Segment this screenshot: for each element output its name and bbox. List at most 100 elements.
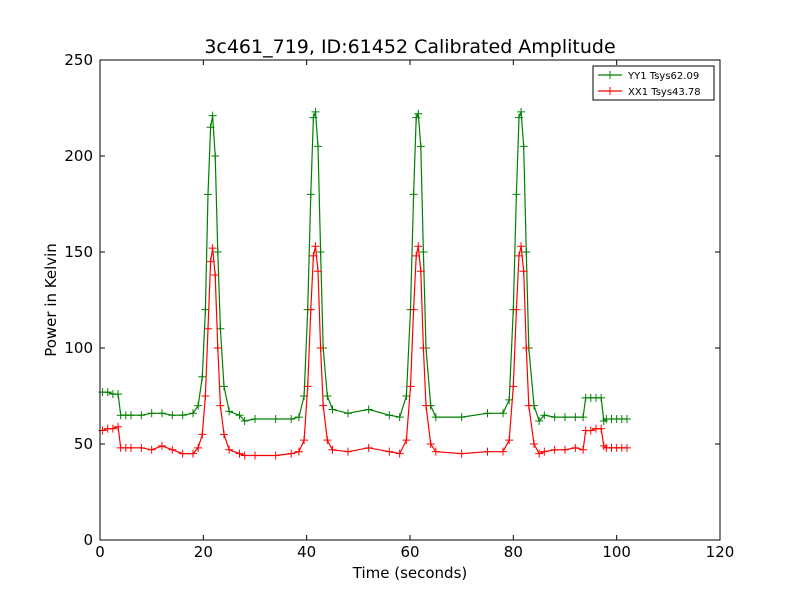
data-point [213,344,222,352]
data-point [216,401,225,410]
series-2 [98,242,631,460]
data-point [522,344,531,352]
data-point [303,382,312,391]
data-point [412,113,421,122]
data-point [499,409,507,418]
data-point [201,392,210,400]
data-point [316,248,325,256]
data-point [137,411,146,420]
data-point [402,436,411,445]
data-point [194,443,203,452]
axis-ticks: 0 20 40 60 80 100 120 0 50 100 150 200 250 [64,51,734,561]
data-point [208,111,217,120]
data-point [311,107,320,116]
data-point [402,392,411,400]
data-point [579,445,588,454]
data-point [522,248,531,256]
data-point [213,248,222,256]
data-point [623,415,631,424]
x-tick-label: 40 [297,543,316,561]
data-point [540,411,549,420]
data-point [535,416,544,425]
data-point [294,447,303,456]
data-point [251,451,259,460]
data-point [579,413,588,422]
data-point [323,392,332,400]
data-point [158,441,166,450]
data-point [211,152,220,160]
data-point [517,242,526,251]
series-2-line [102,246,627,457]
x-tick-label: 20 [194,543,213,561]
data-point [328,405,337,414]
data-point [311,242,320,251]
data-point [509,382,518,391]
data-point [431,413,440,422]
data-point [319,401,328,410]
data-point [550,445,559,454]
data-point [287,415,296,424]
y-tick-label: 0 [83,531,93,549]
data-point [300,436,309,445]
y-axis-label: Power in Kelvin [42,243,60,357]
data-point [623,443,631,452]
data-point [431,447,440,456]
data-point [515,113,524,122]
data-point [225,407,234,416]
data-point [225,445,234,454]
y-tick-label: 100 [64,339,93,357]
data-point [414,242,423,251]
legend-box [592,65,715,101]
data-point [419,344,428,352]
data-point [412,251,421,260]
data-point [211,271,220,280]
data-point [294,413,303,422]
data-point [198,372,207,381]
data-point [198,430,207,439]
data-point [220,382,228,391]
legend-marker-1 [606,71,614,79]
data-point [512,305,521,314]
data-point [235,411,244,420]
data-point [208,244,217,253]
data-point [395,413,404,422]
data-point [457,449,466,458]
data-point [189,409,197,418]
data-point [323,436,332,445]
data-point [240,416,249,425]
data-point [306,305,315,314]
data-point [168,411,177,420]
data-point [409,305,418,314]
data-point [571,443,580,452]
data-point [201,305,210,314]
data-point [271,451,280,460]
legend: YY1 Tsys62.09 XX1 Tsys43.78 [592,65,715,101]
x-tick-label: 80 [504,543,523,561]
data-point [178,449,187,458]
y-tick-label: 250 [64,51,93,69]
data-point [194,401,203,410]
data-point [457,413,466,422]
data-point [235,449,244,458]
data-point [499,447,507,456]
data-point [344,409,352,418]
data-point [561,445,569,454]
data-point [114,390,123,399]
data-point [309,113,318,122]
data-point [240,451,249,460]
legend-label-2: XX1 Tsys43.78 [628,87,701,98]
data-point [147,445,156,454]
data-point [419,248,428,256]
data-point [178,411,187,420]
y-tick-label: 50 [74,435,93,453]
data-point [189,449,197,458]
data-point [571,413,580,422]
data-point [395,449,404,458]
data-point [203,324,212,333]
data-point [422,401,431,410]
data-point [203,190,212,199]
chart-title: 3c461_719, ID:61452 Calibrated Amplitude [204,36,615,58]
data-point [561,413,569,422]
x-tick-label: 100 [602,543,631,561]
